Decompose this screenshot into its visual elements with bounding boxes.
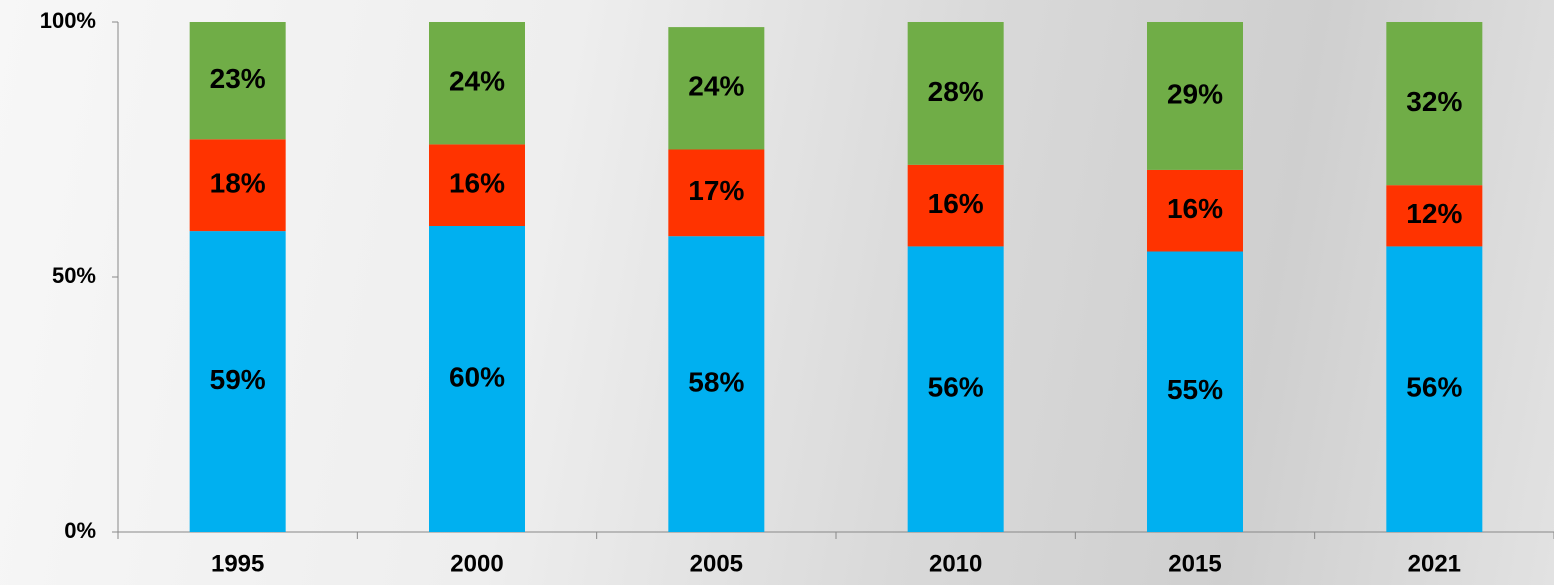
data-label: 18% bbox=[210, 168, 266, 199]
y-tick-label: 0% bbox=[64, 518, 96, 543]
data-label: 17% bbox=[688, 175, 744, 206]
data-label: 16% bbox=[928, 188, 984, 219]
data-label: 32% bbox=[1406, 86, 1462, 117]
x-tick-label: 2005 bbox=[690, 550, 743, 577]
x-tick-label: 2010 bbox=[929, 550, 982, 577]
x-tick-label: 1995 bbox=[211, 550, 264, 577]
data-label: 24% bbox=[688, 71, 744, 102]
data-label: 56% bbox=[1406, 372, 1462, 403]
x-tick-label: 2015 bbox=[1168, 550, 1221, 577]
y-tick-label: 50% bbox=[52, 263, 96, 288]
data-label: 59% bbox=[210, 364, 266, 395]
data-label: 55% bbox=[1167, 374, 1223, 405]
x-tick-label: 2021 bbox=[1408, 550, 1461, 577]
data-label: 58% bbox=[688, 366, 744, 397]
data-label: 16% bbox=[449, 168, 505, 199]
y-tick-label: 100% bbox=[40, 8, 96, 33]
chart: 0% 50% 100% 1995 59% 18% 23% 2000 60% 16% 24% 2005 5… bbox=[0, 0, 1554, 585]
data-label: 23% bbox=[210, 63, 266, 94]
data-label: 24% bbox=[449, 66, 505, 97]
data-label: 16% bbox=[1167, 193, 1223, 224]
data-label: 60% bbox=[449, 361, 505, 392]
data-label: 12% bbox=[1406, 198, 1462, 229]
data-label: 56% bbox=[928, 372, 984, 403]
data-label: 28% bbox=[928, 76, 984, 107]
x-tick-label: 2000 bbox=[450, 550, 503, 577]
data-label: 29% bbox=[1167, 78, 1223, 109]
